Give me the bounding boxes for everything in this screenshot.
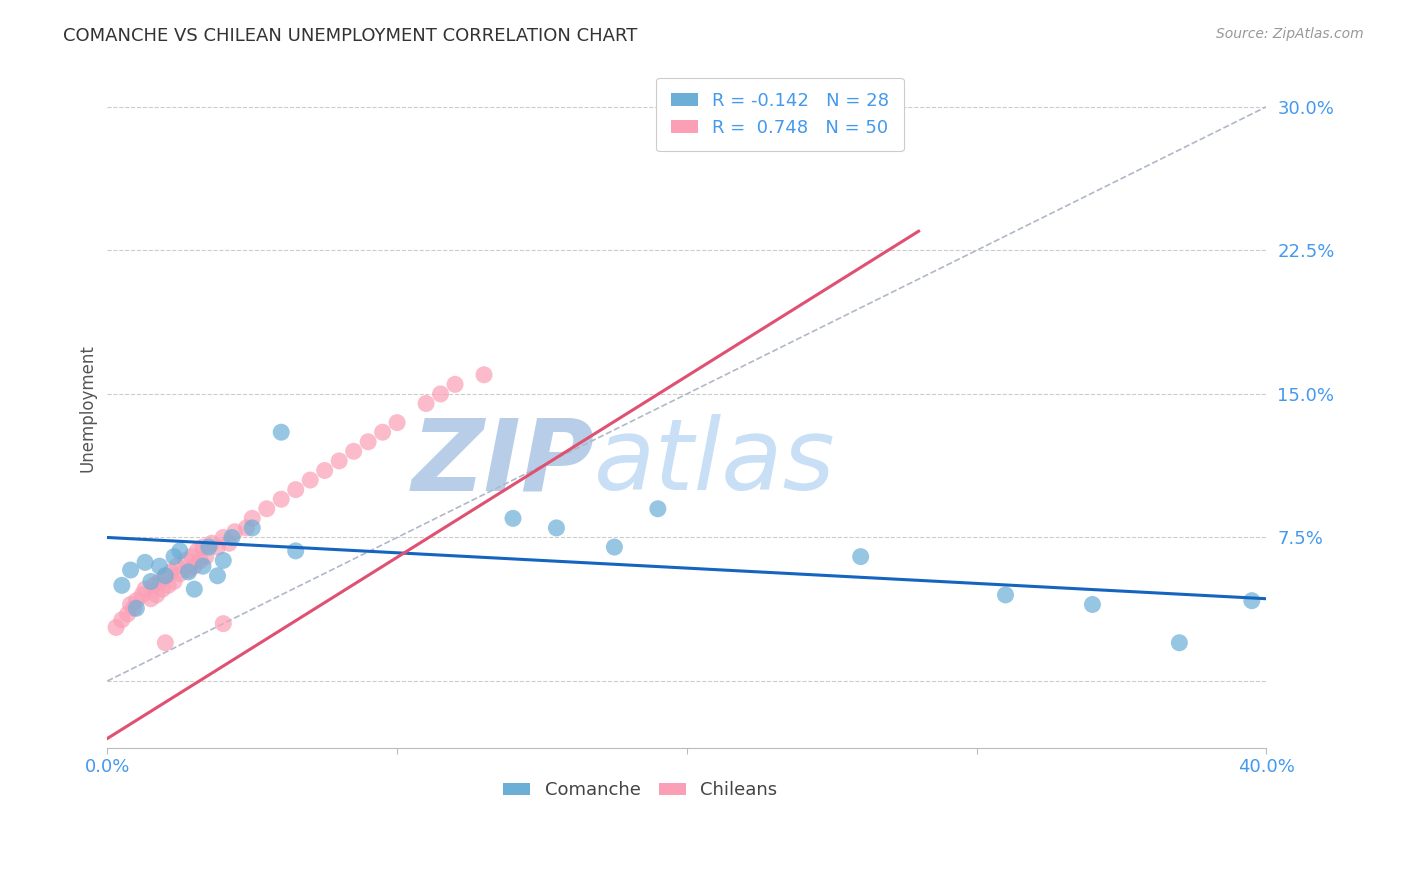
- Text: atlas: atlas: [595, 414, 835, 511]
- Point: [212, 553, 235, 567]
- Point: [212, 616, 235, 631]
- Point: [1081, 598, 1104, 612]
- Point: [314, 463, 336, 477]
- Point: [155, 568, 177, 582]
- Point: [142, 578, 165, 592]
- Point: [647, 501, 669, 516]
- Point: [444, 377, 467, 392]
- Point: [139, 591, 162, 606]
- Point: [207, 568, 229, 582]
- Point: [122, 601, 145, 615]
- Point: [131, 588, 153, 602]
- Point: [415, 396, 437, 410]
- Point: [186, 544, 208, 558]
- Point: [194, 549, 217, 564]
- Point: [343, 444, 366, 458]
- Point: [111, 578, 134, 592]
- Point: [1240, 593, 1263, 607]
- Point: [177, 565, 200, 579]
- Point: [270, 425, 292, 440]
- Point: [117, 607, 139, 621]
- Point: [502, 511, 524, 525]
- Point: [385, 416, 408, 430]
- Point: [240, 521, 263, 535]
- Point: [180, 549, 202, 564]
- Point: [221, 531, 243, 545]
- Point: [160, 565, 183, 579]
- Text: ZIP: ZIP: [411, 414, 595, 511]
- Point: [155, 636, 177, 650]
- Point: [371, 425, 394, 440]
- Point: [163, 549, 186, 564]
- Point: [157, 578, 180, 592]
- Point: [546, 521, 568, 535]
- Point: [139, 574, 162, 589]
- Point: [174, 553, 197, 567]
- Point: [145, 588, 167, 602]
- Point: [240, 511, 263, 525]
- Point: [270, 492, 292, 507]
- Point: [429, 387, 451, 401]
- Y-axis label: Unemployment: Unemployment: [79, 344, 96, 472]
- Point: [218, 536, 240, 550]
- Point: [183, 559, 205, 574]
- Point: [201, 536, 224, 550]
- Point: [111, 613, 134, 627]
- Point: [163, 574, 186, 589]
- Point: [105, 620, 128, 634]
- Point: [328, 454, 350, 468]
- Point: [197, 540, 219, 554]
- Point: [284, 483, 307, 497]
- Point: [125, 601, 148, 615]
- Point: [169, 566, 191, 581]
- Point: [224, 524, 246, 539]
- Text: COMANCHE VS CHILEAN UNEMPLOYMENT CORRELATION CHART: COMANCHE VS CHILEAN UNEMPLOYMENT CORRELA…: [63, 27, 638, 45]
- Point: [134, 555, 156, 569]
- Point: [472, 368, 495, 382]
- Point: [207, 540, 229, 554]
- Point: [152, 582, 174, 596]
- Legend: Comanche, Chileans: Comanche, Chileans: [489, 767, 792, 814]
- Point: [120, 598, 142, 612]
- Point: [125, 593, 148, 607]
- Point: [235, 521, 257, 535]
- Point: [166, 559, 188, 574]
- Point: [284, 544, 307, 558]
- Point: [603, 540, 626, 554]
- Point: [357, 434, 380, 449]
- Point: [188, 553, 211, 567]
- Point: [134, 582, 156, 596]
- Point: [191, 540, 214, 554]
- Point: [849, 549, 872, 564]
- Point: [1168, 636, 1191, 650]
- Point: [212, 531, 235, 545]
- Point: [120, 563, 142, 577]
- Point: [994, 588, 1017, 602]
- Point: [256, 501, 278, 516]
- Point: [169, 544, 191, 558]
- Point: [183, 582, 205, 596]
- Point: [148, 559, 170, 574]
- Point: [299, 473, 322, 487]
- Point: [155, 568, 177, 582]
- Point: [148, 574, 170, 589]
- Text: Source: ZipAtlas.com: Source: ZipAtlas.com: [1216, 27, 1364, 41]
- Point: [177, 563, 200, 577]
- Point: [191, 559, 214, 574]
